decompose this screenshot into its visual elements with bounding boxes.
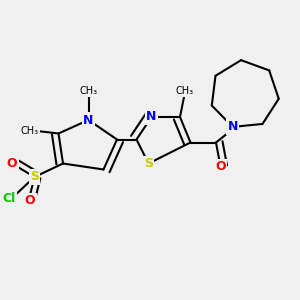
Text: N: N <box>83 113 94 127</box>
Text: CH₃: CH₃ <box>21 125 39 136</box>
Text: N: N <box>227 120 238 134</box>
Text: O: O <box>25 194 35 208</box>
Text: CH₃: CH₃ <box>80 86 98 97</box>
Text: Cl: Cl <box>2 191 16 205</box>
Text: O: O <box>7 157 17 170</box>
Text: S: S <box>144 157 153 170</box>
Text: O: O <box>215 160 226 173</box>
Text: S: S <box>30 170 39 184</box>
Text: CH₃: CH₃ <box>176 86 194 97</box>
Text: N: N <box>146 110 157 124</box>
